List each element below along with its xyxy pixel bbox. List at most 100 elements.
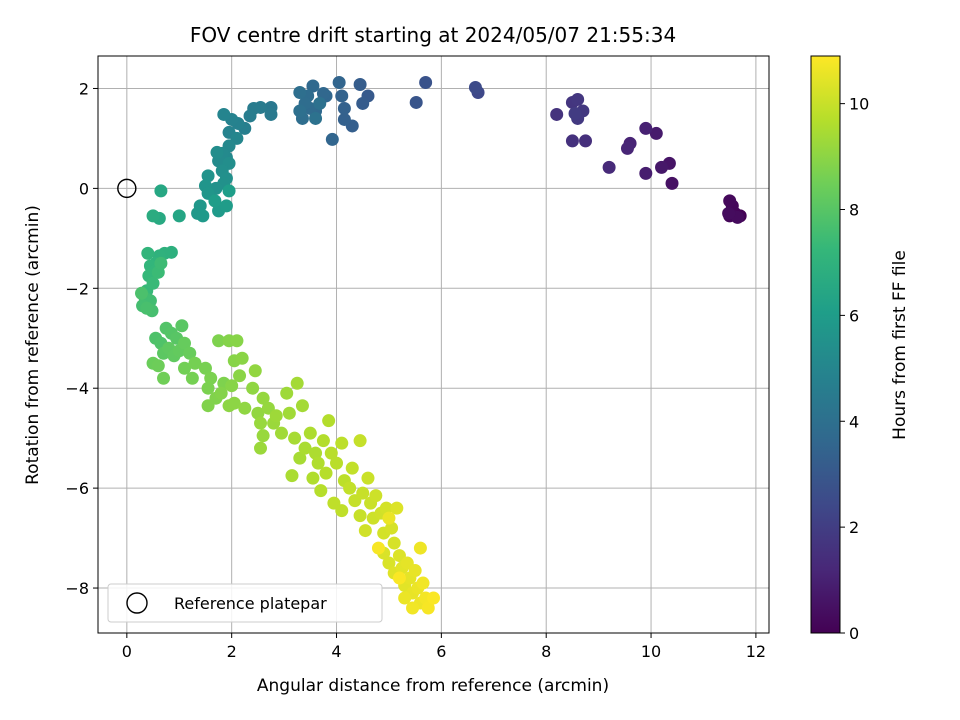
data-points bbox=[135, 75, 747, 615]
colorbar-gradient bbox=[810, 55, 841, 634]
data-point bbox=[602, 160, 616, 174]
data-point bbox=[227, 396, 241, 410]
data-point bbox=[335, 436, 349, 450]
data-point bbox=[565, 134, 579, 148]
data-point bbox=[579, 134, 593, 148]
data-point bbox=[413, 541, 427, 555]
data-point bbox=[382, 511, 396, 525]
data-point bbox=[316, 86, 330, 100]
data-point bbox=[285, 469, 299, 483]
data-point bbox=[146, 276, 160, 290]
data-point bbox=[369, 489, 383, 503]
data-point bbox=[269, 409, 283, 423]
data-point bbox=[140, 301, 154, 315]
data-point bbox=[665, 176, 679, 190]
data-point bbox=[201, 169, 215, 183]
data-point bbox=[295, 399, 309, 413]
legend: Reference platepar bbox=[107, 583, 383, 623]
data-point bbox=[416, 576, 430, 590]
data-point bbox=[335, 504, 349, 518]
data-point bbox=[188, 356, 202, 370]
data-point bbox=[361, 471, 375, 485]
data-point bbox=[337, 112, 351, 126]
x-tick-label: 12 bbox=[746, 642, 766, 661]
data-point bbox=[177, 336, 191, 350]
data-point bbox=[421, 601, 435, 615]
data-point bbox=[293, 104, 307, 118]
data-point bbox=[356, 486, 370, 500]
colorbar-ticks: 0 2 4 6 8 10 bbox=[840, 95, 869, 643]
data-point bbox=[353, 509, 367, 523]
data-point bbox=[298, 441, 312, 455]
data-point bbox=[398, 591, 412, 605]
reference-platepar-marker bbox=[117, 178, 137, 199]
y-tick-label: −2 bbox=[65, 279, 89, 298]
data-point bbox=[225, 379, 239, 393]
data-point bbox=[282, 406, 296, 420]
data-point bbox=[419, 75, 433, 89]
colorbar-tick-label: 8 bbox=[849, 201, 859, 220]
x-axis-ticks: 0 2 4 6 8 10 12 bbox=[122, 633, 766, 661]
data-point bbox=[293, 451, 307, 465]
data-point bbox=[325, 132, 339, 146]
data-point bbox=[141, 246, 155, 260]
legend-box bbox=[107, 583, 383, 623]
colorbar-tick-label: 10 bbox=[849, 95, 869, 114]
data-point bbox=[214, 386, 228, 400]
data-point bbox=[183, 346, 197, 360]
chart-title: FOV centre drift starting at 2024/05/07 … bbox=[190, 23, 676, 47]
legend-label: Reference platepar bbox=[174, 594, 327, 613]
data-point bbox=[722, 206, 736, 220]
data-point bbox=[154, 184, 168, 198]
data-point bbox=[571, 92, 585, 106]
data-point bbox=[723, 194, 737, 208]
data-point bbox=[208, 194, 222, 208]
data-point bbox=[655, 160, 669, 174]
data-point bbox=[185, 371, 199, 385]
y-tick-label: −8 bbox=[65, 579, 89, 598]
data-point bbox=[254, 441, 268, 455]
y-axis-ticks: −8 −6 −4 −2 0 2 bbox=[65, 79, 98, 598]
data-point bbox=[306, 471, 320, 485]
data-point bbox=[568, 106, 582, 120]
data-point bbox=[639, 166, 653, 180]
data-point bbox=[379, 501, 393, 515]
data-point bbox=[212, 334, 226, 348]
data-point bbox=[408, 564, 422, 578]
data-point bbox=[219, 199, 233, 213]
data-point bbox=[639, 121, 653, 135]
data-point bbox=[330, 456, 344, 470]
data-point bbox=[649, 126, 663, 140]
data-point bbox=[222, 184, 236, 198]
colorbar: 0 2 4 6 8 10 Hours from first FF file bbox=[810, 55, 910, 643]
data-point bbox=[154, 256, 168, 270]
data-point bbox=[177, 361, 191, 375]
data-point bbox=[390, 501, 404, 515]
data-point bbox=[392, 571, 406, 585]
data-point bbox=[274, 426, 288, 440]
colorbar-tick-label: 0 bbox=[849, 624, 859, 643]
data-point bbox=[343, 481, 357, 495]
data-point bbox=[288, 431, 302, 445]
data-point bbox=[233, 369, 247, 383]
x-tick-label: 6 bbox=[436, 642, 446, 661]
data-point bbox=[309, 111, 323, 125]
data-point bbox=[550, 107, 564, 121]
x-tick-label: 8 bbox=[541, 642, 551, 661]
y-axis-label: Rotation from reference (arcmin) bbox=[23, 205, 43, 485]
data-point bbox=[256, 391, 270, 405]
y-tick-label: −4 bbox=[65, 379, 89, 398]
colorbar-tick-label: 4 bbox=[849, 412, 859, 431]
data-point bbox=[468, 80, 482, 94]
data-point bbox=[353, 434, 367, 448]
data-point bbox=[337, 101, 351, 115]
colorbar-label: Hours from first FF file bbox=[890, 250, 910, 440]
x-tick-label: 0 bbox=[122, 642, 132, 661]
data-point bbox=[322, 414, 336, 428]
data-point bbox=[406, 601, 420, 615]
data-point bbox=[217, 107, 231, 121]
data-point bbox=[293, 85, 307, 99]
data-point bbox=[303, 426, 317, 440]
